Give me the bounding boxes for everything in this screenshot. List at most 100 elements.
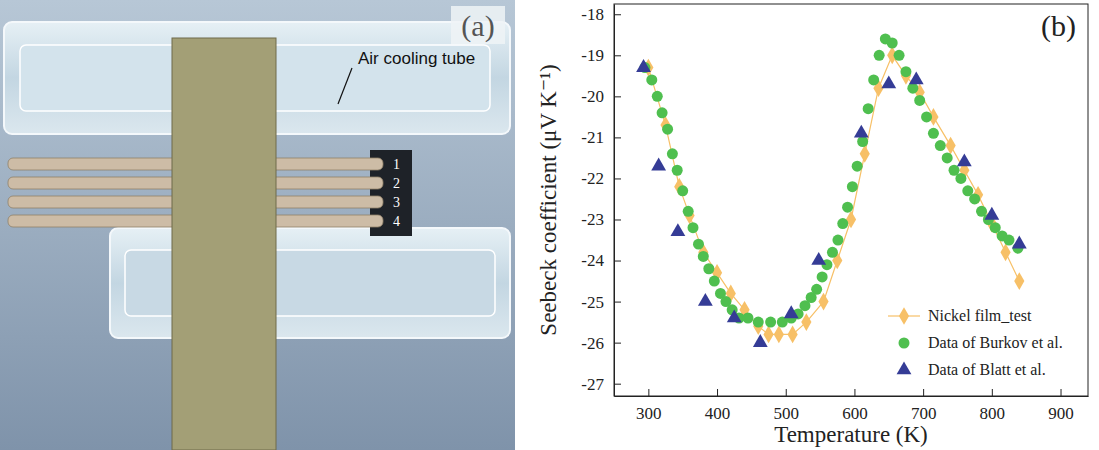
tick-mark <box>614 261 621 262</box>
data-point <box>935 140 946 151</box>
tick: -23 <box>581 210 621 229</box>
tick-mark <box>992 389 993 396</box>
data-point <box>788 326 798 344</box>
tick: -27 <box>581 375 621 394</box>
data-point <box>857 136 868 147</box>
tick-label: -24 <box>581 251 604 270</box>
data-point <box>881 75 896 88</box>
tick-mark <box>614 219 621 220</box>
data-point <box>811 284 822 295</box>
data-point <box>842 202 853 213</box>
data-point <box>784 305 799 318</box>
tick: 900 <box>1048 389 1074 423</box>
data-point <box>837 218 848 229</box>
data-point <box>1004 235 1015 246</box>
data-point <box>827 247 838 258</box>
data-point <box>1014 272 1024 290</box>
data-point <box>969 193 980 204</box>
tick-mark <box>614 96 621 97</box>
tick-label: 500 <box>773 404 799 423</box>
data-point <box>955 173 966 184</box>
tick-label: 300 <box>636 404 662 423</box>
tick: -22 <box>581 169 621 188</box>
legend-label: Nickel film_test <box>928 307 1032 324</box>
tick-mark <box>923 389 924 396</box>
tick-label: -19 <box>581 46 604 65</box>
data-point <box>942 152 953 163</box>
data-point <box>677 185 688 196</box>
tick: 800 <box>980 389 1006 423</box>
tick-label: -20 <box>581 87 604 106</box>
data-point <box>984 207 999 220</box>
tick: -21 <box>581 128 621 147</box>
tick-label: -23 <box>581 210 604 229</box>
data-point <box>646 74 657 85</box>
tick-mark <box>614 178 621 179</box>
data-point <box>854 125 869 138</box>
data-point <box>1012 236 1027 249</box>
tick-mark <box>614 55 621 56</box>
data-point <box>763 326 773 344</box>
tick-mark <box>854 389 855 396</box>
data-point <box>874 50 885 61</box>
tick: -24 <box>581 251 621 270</box>
legend-marker <box>899 307 909 325</box>
data-point <box>765 317 776 328</box>
tick-label: 600 <box>842 404 868 423</box>
data-point <box>753 334 768 347</box>
plot-frame <box>614 4 1088 396</box>
plot-marks <box>636 33 1027 347</box>
tick-label: 700 <box>911 404 937 423</box>
tick: 700 <box>911 389 937 423</box>
data-point <box>946 137 956 155</box>
data-point <box>698 293 713 306</box>
data-point <box>868 74 879 85</box>
series-line <box>648 55 1019 334</box>
data-point <box>670 223 685 236</box>
data-point <box>852 161 863 172</box>
tick-label: 900 <box>1048 404 1074 423</box>
annotation: Air cooling tube <box>358 49 475 68</box>
data-point <box>652 91 663 102</box>
data-point <box>900 66 911 77</box>
tick: -19 <box>581 46 621 65</box>
tick: 500 <box>773 389 799 423</box>
tick-label: -22 <box>581 169 604 188</box>
data-point <box>847 181 858 192</box>
tick-mark <box>1061 389 1062 396</box>
data-point <box>662 124 673 135</box>
legend-entry: Data of Blatt et al. <box>897 361 1046 378</box>
panel-label: (a) <box>461 9 494 43</box>
x-axis: 300 400 500 600 700 800 900 <box>615 389 1089 423</box>
data-point <box>709 276 720 287</box>
data-point <box>817 271 828 282</box>
tick-label: -25 <box>581 293 604 312</box>
tick: 400 <box>705 389 731 423</box>
wire-label: 4 <box>393 214 400 229</box>
data-point <box>863 103 874 114</box>
data-point <box>636 59 651 72</box>
tick-label: -21 <box>581 128 604 147</box>
y-axis: -18-19-20-21-22-23-24-25-26-27 <box>581 5 621 397</box>
data-point <box>672 165 683 176</box>
tick-mark <box>614 302 621 303</box>
wire-label: 3 <box>393 195 400 210</box>
tick: -18 <box>581 5 621 24</box>
tick: 300 <box>636 389 662 423</box>
data-point <box>887 37 898 48</box>
data-point <box>894 50 905 61</box>
data-point <box>907 83 918 94</box>
tick-label: -18 <box>581 5 604 24</box>
tick-label: -27 <box>581 375 604 394</box>
data-point <box>698 251 709 262</box>
data-point <box>688 222 699 233</box>
data-point <box>957 153 972 166</box>
legend-label: Data of Burkov et al. <box>928 334 1063 351</box>
tick-mark <box>614 137 621 138</box>
data-point <box>753 317 764 328</box>
photo-panel: 1234Air cooling tube(a) <box>0 0 515 450</box>
annotation-leader <box>338 68 352 104</box>
x-axis-title: Temperature (K) <box>774 422 928 447</box>
tick-mark <box>717 389 718 396</box>
legend-marker <box>899 338 910 349</box>
